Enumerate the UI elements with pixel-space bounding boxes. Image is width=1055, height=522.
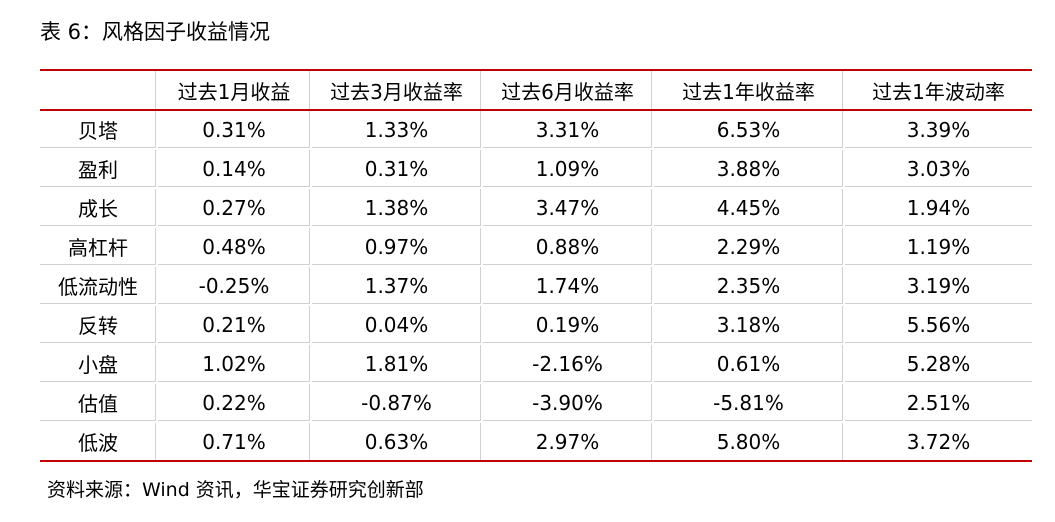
factor-return-table-container: 过去1月收益 过去3月收益率 过去6月收益率 过去1年收益率 过去1年波动率 贝… — [40, 69, 1032, 462]
table-body: 贝塔 0.31% 1.33% 3.31% 6.53% 3.39% 盈利 0.14… — [40, 110, 1032, 460]
value-cell: 0.63% — [311, 422, 483, 460]
table-bottom-rule — [40, 460, 1032, 462]
factor-name: 盈利 — [40, 149, 158, 189]
value-cell: 1.33% — [311, 110, 483, 150]
header-1y-return: 过去1年收益率 — [653, 71, 845, 111]
table-top-rule — [40, 69, 1032, 71]
value-cell: 0.61% — [653, 344, 845, 384]
source-note: 资料来源：Wind 资讯，华宝证券研究创新部 — [47, 479, 424, 501]
value-cell: 5.80% — [653, 422, 845, 460]
value-cell: 3.72% — [844, 422, 1032, 460]
value-cell: 3.18% — [653, 305, 845, 345]
factor-name: 小盘 — [40, 344, 158, 384]
value-cell: 0.04% — [311, 305, 483, 345]
value-cell: 1.02% — [157, 344, 312, 384]
value-cell: 3.31% — [482, 110, 654, 150]
value-cell: 1.81% — [311, 344, 483, 384]
value-cell: 2.29% — [653, 227, 845, 267]
header-1m-return: 过去1月收益 — [157, 71, 312, 111]
value-cell: 0.31% — [157, 110, 312, 150]
factor-name: 高杠杆 — [40, 227, 158, 267]
value-cell: 0.21% — [157, 305, 312, 345]
table-row: 高杠杆 0.48% 0.97% 0.88% 2.29% 1.19% — [40, 227, 1032, 267]
value-cell: 1.09% — [482, 149, 654, 189]
value-cell: -2.16% — [482, 344, 654, 384]
header-corner — [40, 71, 158, 111]
value-cell: 0.19% — [482, 305, 654, 345]
value-cell: 3.19% — [844, 266, 1032, 306]
value-cell: 3.03% — [844, 149, 1032, 189]
value-cell: -5.81% — [653, 383, 845, 423]
value-cell: 1.74% — [482, 266, 654, 306]
value-cell: 0.48% — [157, 227, 312, 267]
value-cell: 3.39% — [844, 110, 1032, 150]
factor-name: 成长 — [40, 188, 158, 228]
value-cell: 2.97% — [482, 422, 654, 460]
value-cell: 0.31% — [311, 149, 483, 189]
value-cell: 5.28% — [844, 344, 1032, 384]
table-row: 小盘 1.02% 1.81% -2.16% 0.61% 5.28% — [40, 344, 1032, 384]
value-cell: 0.14% — [157, 149, 312, 189]
value-cell: 1.19% — [844, 227, 1032, 267]
value-cell: 3.88% — [653, 149, 845, 189]
table-row: 成长 0.27% 1.38% 3.47% 4.45% 1.94% — [40, 188, 1032, 228]
value-cell: 1.37% — [311, 266, 483, 306]
value-cell: 0.27% — [157, 188, 312, 228]
table-header-row: 过去1月收益 过去3月收益率 过去6月收益率 过去1年收益率 过去1年波动率 — [40, 71, 1032, 111]
value-cell: -0.25% — [157, 266, 312, 306]
factor-name: 反转 — [40, 305, 158, 345]
header-1y-volatility: 过去1年波动率 — [844, 71, 1032, 111]
value-cell: -3.90% — [482, 383, 654, 423]
value-cell: 0.71% — [157, 422, 312, 460]
value-cell: 0.88% — [482, 227, 654, 267]
value-cell: 2.51% — [844, 383, 1032, 423]
factor-name: 低流动性 — [40, 266, 158, 306]
value-cell: 6.53% — [653, 110, 845, 150]
factor-name: 贝塔 — [40, 110, 158, 150]
table-row: 反转 0.21% 0.04% 0.19% 3.18% 5.56% — [40, 305, 1032, 345]
value-cell: 1.94% — [844, 188, 1032, 228]
value-cell: 4.45% — [653, 188, 845, 228]
factor-name: 估值 — [40, 383, 158, 423]
header-3m-return: 过去3月收益率 — [311, 71, 483, 111]
table-row: 盈利 0.14% 0.31% 1.09% 3.88% 3.03% — [40, 149, 1032, 189]
value-cell: 5.56% — [844, 305, 1032, 345]
value-cell: -0.87% — [311, 383, 483, 423]
value-cell: 0.97% — [311, 227, 483, 267]
table-row: 估值 0.22% -0.87% -3.90% -5.81% 2.51% — [40, 383, 1032, 423]
value-cell: 2.35% — [653, 266, 845, 306]
factor-return-table: 过去1月收益 过去3月收益率 过去6月收益率 过去1年收益率 过去1年波动率 贝… — [40, 71, 1032, 460]
table-row: 贝塔 0.31% 1.33% 3.31% 6.53% 3.39% — [40, 110, 1032, 150]
factor-name: 低波 — [40, 422, 158, 460]
header-6m-return: 过去6月收益率 — [482, 71, 654, 111]
table-title: 表 6：风格因子收益情况 — [40, 20, 271, 44]
value-cell: 3.47% — [482, 188, 654, 228]
value-cell: 1.38% — [311, 188, 483, 228]
value-cell: 0.22% — [157, 383, 312, 423]
table-row: 低波 0.71% 0.63% 2.97% 5.80% 3.72% — [40, 422, 1032, 460]
table-row: 低流动性 -0.25% 1.37% 1.74% 2.35% 3.19% — [40, 266, 1032, 306]
